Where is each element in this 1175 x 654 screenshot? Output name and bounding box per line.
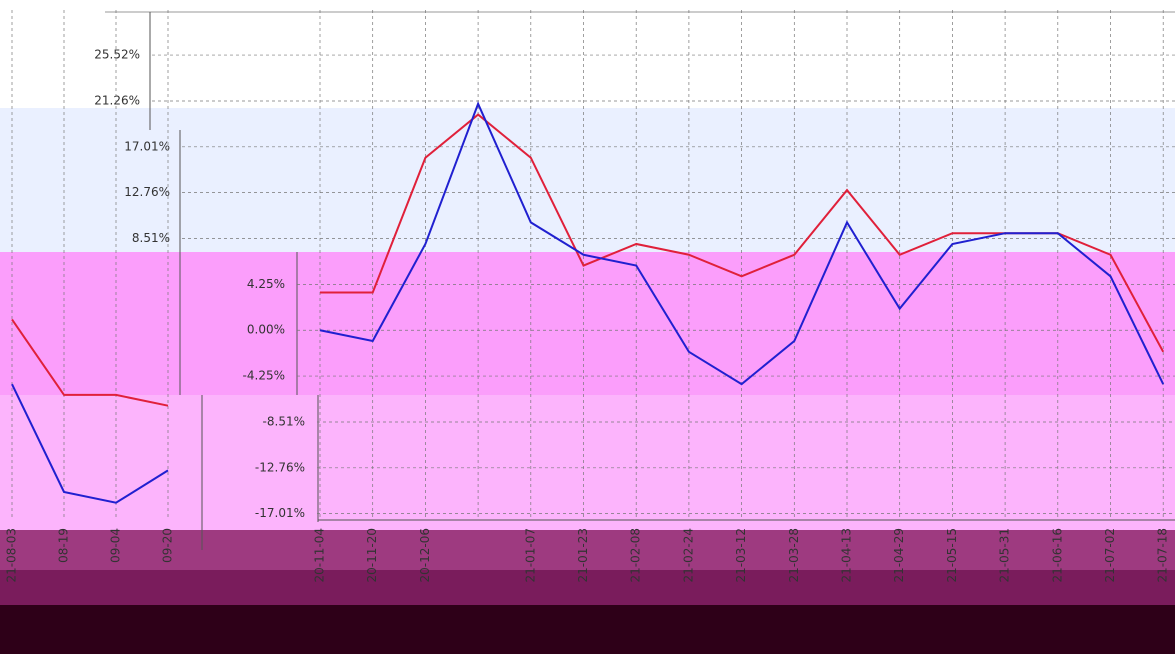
band (0, 252, 1175, 395)
y-tick-label: -8.51% (263, 414, 305, 428)
y-tick-label: 21.26% (94, 94, 140, 108)
x-tick-label: 21-02-24 (681, 528, 695, 582)
x-tick-label: 20-11-04 (313, 528, 327, 582)
x-tick-label: 21-06-16 (1050, 528, 1064, 582)
y-tick-label: 12.76% (124, 185, 170, 199)
y-tick-label: 0.00% (247, 323, 285, 337)
x-tick-label: 21-05-15 (945, 528, 959, 582)
series-line (11, 318, 169, 407)
x-tick-label: 21-04-29 (892, 528, 906, 582)
x-tick-label: 20-12-06 (418, 528, 432, 582)
x-tick-label: 20-11-20 (365, 528, 379, 582)
y-tick-label: -17.01% (255, 506, 305, 520)
series-line (319, 101, 1165, 386)
y-tick-label: -12.76% (255, 460, 305, 474)
band (0, 530, 1175, 570)
x-tick-label: 09-20 (161, 528, 175, 563)
band (0, 570, 1175, 605)
band (0, 395, 1175, 530)
band (0, 605, 1175, 654)
y-tick-label: 17.01% (124, 139, 170, 153)
x-tick-label: 09-04 (109, 528, 123, 563)
y-tick-label: 4.25% (247, 277, 285, 291)
y-tick-label: 25.52% (94, 48, 140, 62)
band (0, 108, 1175, 252)
x-tick-label: 21-07-02 (1103, 528, 1117, 582)
y-tick-label: 8.51% (132, 231, 170, 245)
x-tick-label: 21-08-03 (5, 528, 19, 582)
x-tick-label: 21-04-13 (840, 528, 854, 582)
x-tick-label: 21-03-28 (787, 528, 801, 582)
series-line (11, 383, 169, 504)
x-tick-label: 21-02-08 (629, 528, 643, 582)
x-tick-label: 21-01-07 (523, 528, 537, 582)
x-tick-label: 08-19 (57, 528, 71, 563)
x-tick-label: 21-03-12 (734, 528, 748, 582)
x-tick-label: 21-01-23 (576, 528, 590, 582)
x-tick-label: 21-05-31 (998, 528, 1012, 582)
y-tick-label: -4.25% (243, 369, 285, 383)
x-tick-label: 21-07-18 (1156, 528, 1170, 582)
